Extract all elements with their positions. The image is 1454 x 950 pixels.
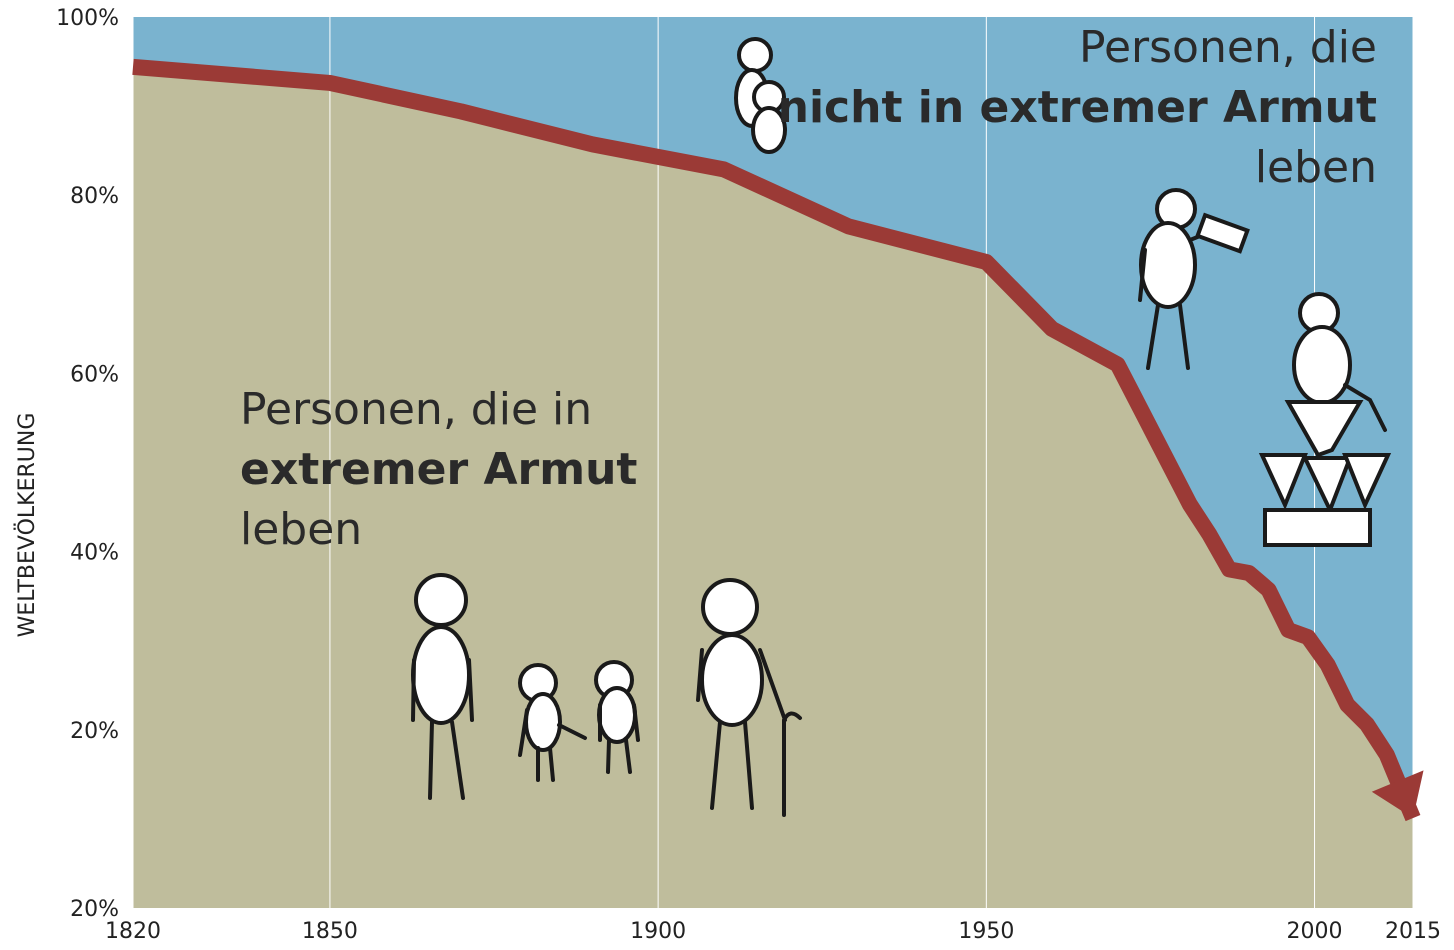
y-tick-label: 80% bbox=[70, 184, 119, 209]
x-tick-label: 2000 bbox=[1287, 919, 1343, 944]
x-tick-label: 1850 bbox=[302, 919, 358, 944]
chart: 1820 1850 1900 1950 2000 2015 Personen, die n… bbox=[0, 0, 1454, 950]
annotation: Personen, die bbox=[1079, 22, 1377, 73]
x-tick-label: 1820 bbox=[105, 919, 161, 944]
x-tick-label: 1950 bbox=[958, 919, 1014, 944]
annotation: leben bbox=[240, 504, 362, 555]
y-tick-label: 40% bbox=[70, 541, 119, 566]
x-tick-label: 2015 bbox=[1385, 919, 1441, 944]
y-tick-label: 100% bbox=[56, 6, 119, 31]
annotation: extremer Armut bbox=[240, 444, 637, 495]
y-tick-label: 20% bbox=[70, 719, 119, 744]
y-axis-label: WELTBEVÖLKERUNG bbox=[14, 413, 40, 638]
annotation: nicht in extremer Armut bbox=[778, 82, 1377, 133]
annotation: leben bbox=[1255, 142, 1377, 193]
y-tick-label: 20% bbox=[70, 897, 119, 922]
y-tick-label: 60% bbox=[70, 362, 119, 387]
x-tick-label: 1900 bbox=[630, 919, 686, 944]
annotation: Personen, die in bbox=[240, 384, 592, 435]
